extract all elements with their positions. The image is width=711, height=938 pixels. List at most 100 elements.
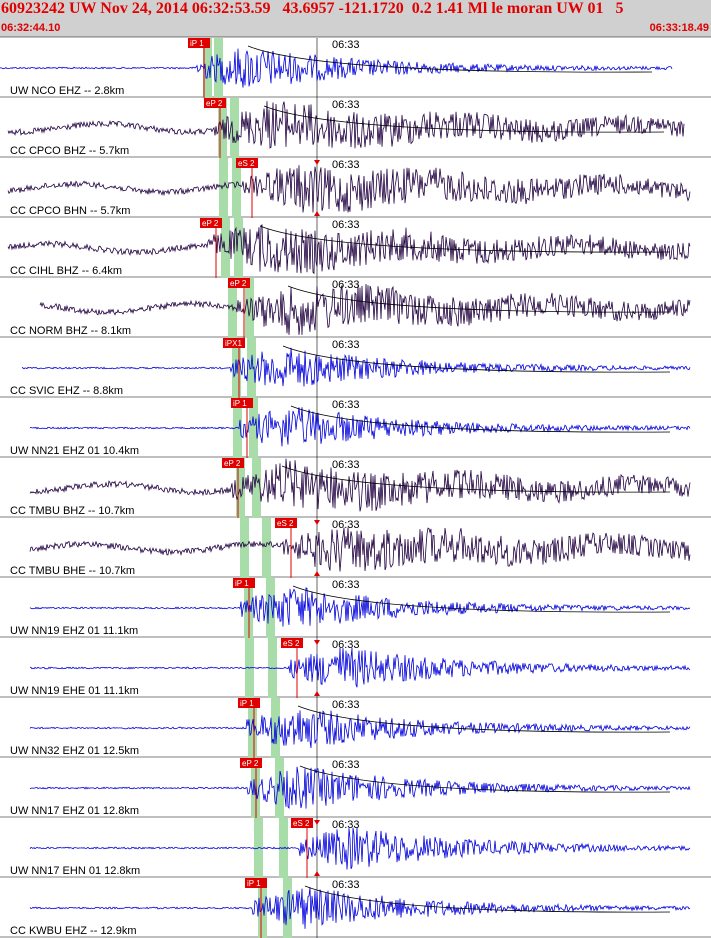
coda-curve bbox=[259, 225, 671, 253]
time-mark-label: 06:33 bbox=[332, 879, 360, 891]
time-mark-label: 06:33 bbox=[332, 339, 360, 351]
waveform-trace bbox=[29, 587, 691, 627]
pick-flag bbox=[231, 398, 253, 408]
time-mark-label: 06:33 bbox=[332, 159, 360, 171]
pick-flag bbox=[200, 218, 222, 228]
time-mark-label: 06:33 bbox=[332, 819, 360, 831]
green-band bbox=[234, 218, 243, 278]
green-band bbox=[248, 698, 257, 758]
coda-curve bbox=[290, 405, 671, 433]
time-mark-label: 06:33 bbox=[332, 519, 360, 531]
green-band bbox=[249, 398, 258, 458]
waveform-trace bbox=[21, 347, 691, 387]
waveform-trace bbox=[29, 527, 691, 572]
pick-label: eP 2 bbox=[242, 759, 259, 768]
trace-row: eS 2 06:33 CC TMBU BHE -- 10.7km bbox=[10, 518, 691, 578]
pick-label: eP 2 bbox=[206, 99, 223, 108]
green-band bbox=[232, 158, 241, 218]
pick-flag bbox=[245, 878, 267, 888]
trace-row: eS 2 06:33 UW NN17 EHN 01 12.8km bbox=[10, 818, 691, 878]
trace-row: iP 1 06:33 UW NN19 EHZ 01 11.1km bbox=[10, 578, 691, 638]
coda-curve bbox=[304, 885, 671, 913]
header-bar: 60923242 UW Nov 24, 2014 06:32:53.59 43.… bbox=[0, 0, 711, 37]
pick-triangle bbox=[314, 820, 320, 825]
time-mark-label: 06:33 bbox=[332, 39, 360, 51]
green-band bbox=[247, 338, 256, 398]
trace-row: eS 2 06:33 CC CPCO BHN -- 5.7km bbox=[7, 158, 691, 218]
waveform-trace bbox=[29, 887, 691, 929]
start-time: 06:32:44.10 bbox=[1, 22, 61, 34]
trace-row: iP 1 06:33 CC KWBU EHZ -- 12.9km bbox=[10, 878, 691, 938]
waveform-trace bbox=[29, 827, 691, 870]
coda-curve bbox=[297, 705, 671, 733]
pick-triangle bbox=[314, 571, 320, 576]
pick-label: iP 1 bbox=[235, 579, 249, 588]
time-mark-label: 06:33 bbox=[332, 699, 360, 711]
coda-curve bbox=[287, 285, 671, 313]
pick-flag bbox=[240, 758, 262, 768]
pick-label: iP 1 bbox=[190, 39, 204, 48]
green-band bbox=[252, 458, 261, 518]
station-label: CC SVIC EHZ -- 8.8km bbox=[10, 385, 123, 397]
pick-label: iP 1 bbox=[247, 879, 261, 888]
pick-triangle bbox=[314, 211, 320, 216]
trace-row: eP 2 06:33 CC NORM BHZ -- 8.1km bbox=[10, 278, 691, 338]
time-mark-label: 06:33 bbox=[332, 99, 360, 111]
station-label: UW NN32 EHZ 01 12.5km bbox=[10, 745, 139, 757]
green-band bbox=[233, 398, 242, 458]
time-mark-label: 06:33 bbox=[332, 579, 360, 591]
pick-flag bbox=[275, 518, 297, 528]
pick-flag bbox=[188, 38, 210, 48]
pick-flag bbox=[228, 278, 250, 288]
pick-label: eS 2 bbox=[277, 519, 294, 528]
coda-curve bbox=[292, 585, 671, 613]
pick-triangle bbox=[314, 520, 320, 525]
station-label: UW NCO EHZ -- 2.8km bbox=[10, 85, 124, 97]
trace-row: eP 2 06:33 CC TMBU BHZ -- 10.7km bbox=[10, 458, 691, 518]
pick-flag bbox=[238, 698, 260, 708]
coda-curve bbox=[281, 465, 671, 493]
waveform-trace bbox=[29, 458, 691, 512]
pick-flag bbox=[204, 98, 226, 108]
pick-label: iPX1 bbox=[225, 339, 242, 348]
waveform-trace bbox=[29, 766, 691, 809]
green-band bbox=[221, 218, 230, 278]
green-band bbox=[245, 278, 254, 338]
waveform-trace bbox=[0, 48, 673, 88]
pick-label: eS 2 bbox=[283, 639, 300, 648]
pick-label: eP 2 bbox=[230, 279, 247, 288]
trace-row: eS 2 06:33 UW NN19 EHE 01 11.1km bbox=[10, 638, 691, 698]
green-band bbox=[240, 518, 249, 578]
event-title: 60923242 UW Nov 24, 2014 06:32:53.59 43.… bbox=[1, 0, 624, 17]
coda-curve bbox=[263, 105, 665, 133]
station-label: CC CPCO BHN -- 5.7km bbox=[10, 205, 130, 217]
pick-label: eP 2 bbox=[202, 219, 219, 228]
waveform-trace bbox=[7, 165, 691, 213]
station-label: UW NN17 EHN 01 12.8km bbox=[10, 865, 140, 877]
time-mark-label: 06:33 bbox=[332, 399, 360, 411]
time-mark-label: 06:33 bbox=[332, 219, 360, 231]
pick-label: eS 2 bbox=[238, 159, 255, 168]
waveform-trace bbox=[7, 101, 685, 149]
green-band bbox=[230, 98, 239, 158]
coda-curve bbox=[247, 45, 653, 73]
green-band bbox=[214, 38, 223, 98]
pick-flag bbox=[223, 338, 245, 348]
pick-flag bbox=[291, 818, 313, 828]
station-label: UW NN19 EHE 01 11.1km bbox=[10, 685, 139, 697]
coda-curve bbox=[282, 345, 671, 373]
station-label: CC NORM BHZ -- 8.1km bbox=[10, 325, 131, 337]
green-band bbox=[266, 578, 275, 638]
pick-label: iP 1 bbox=[240, 699, 254, 708]
trace-row: eP 2 06:33 CC CPCO BHZ -- 5.7km bbox=[7, 98, 685, 158]
coda-curve bbox=[299, 765, 671, 793]
pick-triangle bbox=[314, 640, 320, 645]
station-label: CC CIHL BHZ -- 6.4km bbox=[10, 265, 122, 277]
station-label: CC KWBU EHZ -- 12.9km bbox=[10, 925, 137, 937]
pick-flag bbox=[222, 458, 244, 468]
waveform-trace bbox=[29, 710, 691, 749]
pick-flag bbox=[236, 158, 258, 168]
pick-label: eS 2 bbox=[293, 819, 310, 828]
trace-row: eP 2 06:33 UW NN17 EHZ 01 12.8km bbox=[10, 758, 691, 818]
